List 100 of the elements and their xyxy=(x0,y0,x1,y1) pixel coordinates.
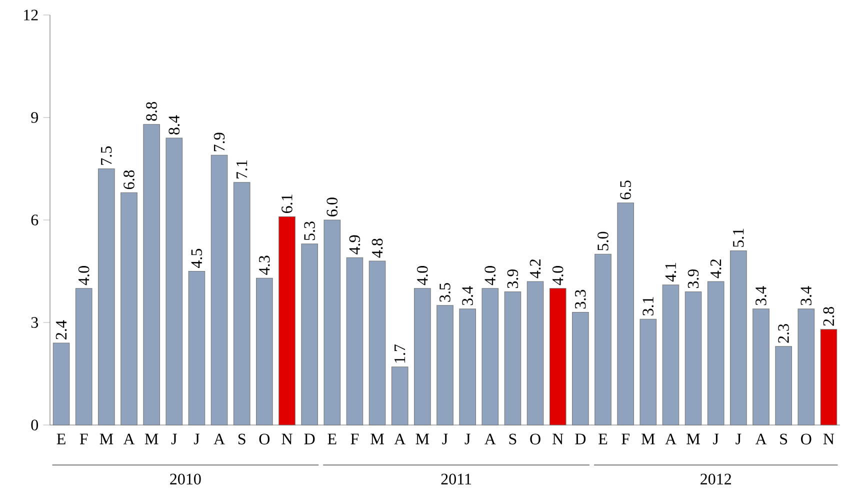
data-label: 4.8 xyxy=(372,238,383,258)
x-tick-label: F xyxy=(80,434,88,444)
bar xyxy=(775,346,792,426)
data-label: 3.4 xyxy=(800,286,812,306)
data-label: 4.2 xyxy=(530,259,541,278)
data-label: 2.3 xyxy=(778,324,789,343)
x-tick-label: J xyxy=(464,434,470,444)
x-tick-label: O xyxy=(801,434,812,444)
x-tick-label: A xyxy=(394,434,406,444)
data-label: 7.5 xyxy=(101,146,112,165)
bar xyxy=(346,257,364,426)
x-tick-label: J xyxy=(442,434,448,444)
data-label: 5.0 xyxy=(598,232,608,250)
bar xyxy=(52,342,70,426)
bar xyxy=(526,281,544,426)
text: 2010 xyxy=(170,474,201,484)
data-label: 7.9 xyxy=(214,132,225,152)
bar xyxy=(752,308,770,426)
x-tick-label: O xyxy=(259,434,270,444)
data-label: 4.0 xyxy=(78,266,90,286)
data-label: 4.0 xyxy=(484,266,496,286)
x-tick-label: F xyxy=(350,434,359,444)
data-label: 4.9 xyxy=(349,235,360,254)
data-label: 8.4 xyxy=(168,115,180,134)
text: 2012 xyxy=(700,474,731,484)
bar xyxy=(640,318,657,426)
x-tick-label: M xyxy=(686,434,700,444)
data-label: 6.0 xyxy=(326,198,338,216)
data-label: 3.3 xyxy=(575,290,586,309)
bar xyxy=(594,254,612,426)
bar xyxy=(730,250,747,426)
bar xyxy=(436,305,454,426)
y-tick-label: 12 xyxy=(24,10,38,20)
data-label: 3.4 xyxy=(756,286,766,306)
data-label: 3.1 xyxy=(642,297,654,316)
bar xyxy=(504,291,522,426)
x-tick-label: E xyxy=(598,434,608,444)
x-tick-label: A xyxy=(214,434,225,444)
x-tick-label: A xyxy=(755,434,767,444)
bar xyxy=(188,270,206,426)
bar xyxy=(391,366,408,426)
bar xyxy=(166,138,183,426)
bar xyxy=(368,260,386,426)
text: 2011 xyxy=(441,474,472,484)
x-tick-label: S xyxy=(780,434,788,444)
data-label: 6.8 xyxy=(124,170,134,190)
x-tick-label: J xyxy=(194,434,200,444)
data-label: 4.1 xyxy=(665,262,676,282)
data-label: 4.0 xyxy=(416,266,428,286)
x-tick-label: E xyxy=(328,434,336,444)
x-tick-label: J xyxy=(171,434,177,444)
bar xyxy=(324,220,341,426)
bar xyxy=(210,154,228,426)
data-label: 4.3 xyxy=(259,256,270,275)
x-tick-label: N xyxy=(823,434,834,444)
y-tick-label: 3 xyxy=(31,317,38,328)
bar xyxy=(143,124,160,426)
data-label: 3.5 xyxy=(440,283,450,302)
data-label: 5.3 xyxy=(304,222,315,240)
x-tick-label: O xyxy=(530,434,540,444)
data-label: 2.4 xyxy=(56,320,67,340)
x-tick-label: M xyxy=(144,434,158,444)
data-label: 4.2 xyxy=(710,259,722,278)
bar xyxy=(233,182,250,426)
bar xyxy=(820,329,838,426)
bar xyxy=(301,244,318,426)
x-tick-label: M xyxy=(370,434,384,444)
bar xyxy=(572,312,589,426)
bar xyxy=(798,308,815,426)
bar xyxy=(662,284,680,426)
data-label: 6.1 xyxy=(282,194,292,213)
x-tick-label: S xyxy=(238,434,246,444)
data-label: 4.0 xyxy=(552,266,564,286)
x-tick-label: A xyxy=(123,434,135,444)
bar xyxy=(120,192,138,426)
bar xyxy=(617,202,634,426)
bar xyxy=(414,288,431,426)
x-tick-label: S xyxy=(509,434,516,444)
data-label: 3.4 xyxy=(462,286,473,306)
data-label: 2.8 xyxy=(823,307,834,326)
data-label: 6.5 xyxy=(620,180,631,200)
bar xyxy=(459,308,476,426)
data-label: 5.1 xyxy=(733,228,744,247)
bar xyxy=(75,288,92,426)
x-tick-label: D xyxy=(304,434,315,444)
x-tick-label: M xyxy=(416,434,430,444)
data-label: 3.9 xyxy=(688,269,699,288)
bar xyxy=(98,168,115,426)
x-tick-label: J xyxy=(736,434,742,444)
x-tick-label: N xyxy=(282,434,292,444)
x-tick-label: F xyxy=(622,434,630,444)
data-label: 1.7 xyxy=(394,344,406,363)
bar xyxy=(482,288,499,426)
bar xyxy=(707,281,724,426)
x-tick-label: E xyxy=(56,434,66,444)
bar xyxy=(278,216,296,426)
data-label: 8.8 xyxy=(146,102,158,121)
x-tick-label: A xyxy=(484,434,496,444)
data-label: 3.9 xyxy=(507,269,518,288)
x-tick-label: M xyxy=(100,434,114,444)
